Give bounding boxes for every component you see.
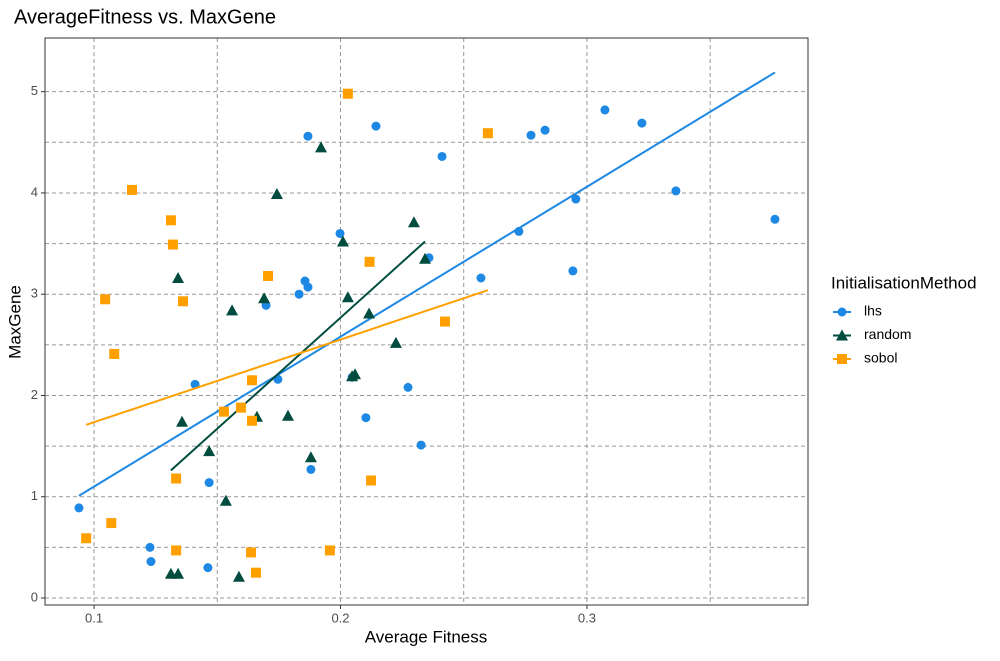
point <box>315 141 328 153</box>
point <box>81 533 92 544</box>
point <box>324 545 335 556</box>
point <box>258 292 271 304</box>
point <box>439 316 450 327</box>
point <box>100 294 111 305</box>
legend-key <box>837 354 847 364</box>
x-tick-label: 0.1 <box>85 610 103 625</box>
point <box>171 545 182 556</box>
point <box>476 273 486 283</box>
y-tick-label: 2 <box>31 387 38 402</box>
point <box>389 336 402 348</box>
point <box>571 194 581 204</box>
fit-line <box>170 240 426 472</box>
point <box>263 270 274 281</box>
point <box>637 118 647 128</box>
point <box>250 567 261 578</box>
point <box>306 464 316 474</box>
point <box>407 216 420 228</box>
point <box>226 304 239 316</box>
point <box>126 184 137 195</box>
point <box>281 409 294 421</box>
y-tick-label: 4 <box>31 184 38 199</box>
point <box>232 570 245 582</box>
point <box>364 256 375 267</box>
point <box>294 289 304 299</box>
point <box>235 402 246 413</box>
point <box>341 291 354 303</box>
point <box>416 440 426 450</box>
point <box>203 445 216 457</box>
point <box>671 186 681 196</box>
point <box>568 266 578 276</box>
legend-title: InitialisationMethod <box>831 273 977 292</box>
y-tick-label: 1 <box>31 488 38 503</box>
point <box>482 128 493 139</box>
point <box>371 121 381 131</box>
point <box>419 252 432 264</box>
point <box>246 547 257 558</box>
y-axis-label: MaxGene <box>5 285 24 359</box>
point <box>145 542 155 552</box>
point <box>437 151 447 161</box>
fit-line <box>85 289 489 426</box>
point <box>342 88 353 99</box>
point <box>526 130 536 140</box>
point <box>106 518 117 529</box>
point <box>74 503 84 513</box>
point <box>363 307 376 319</box>
point <box>172 272 185 284</box>
point <box>600 105 610 115</box>
legend-label: random <box>864 326 911 342</box>
point <box>203 563 213 573</box>
point <box>361 413 371 423</box>
chart-title: AverageFitness vs. MaxGene <box>14 6 276 28</box>
x-tick-label: 0.2 <box>331 610 349 625</box>
point <box>303 282 313 292</box>
point <box>770 214 780 224</box>
x-axis-label: Average Fitness <box>365 627 488 646</box>
point <box>247 375 258 386</box>
point <box>270 187 283 199</box>
legend-key <box>836 329 848 341</box>
y-tick-label: 5 <box>31 83 38 98</box>
point <box>178 296 189 307</box>
fit-line <box>78 71 776 497</box>
legend-label: lhs <box>864 303 882 319</box>
legend-key <box>837 307 847 317</box>
plot-border <box>44 37 809 606</box>
point <box>336 235 349 247</box>
point <box>146 557 156 567</box>
point <box>335 228 345 238</box>
point <box>304 451 317 463</box>
point <box>165 215 176 226</box>
point <box>167 239 178 250</box>
point <box>540 125 550 135</box>
point <box>403 382 413 392</box>
point <box>204 478 214 488</box>
point <box>247 415 258 426</box>
point <box>171 473 182 484</box>
point <box>349 368 362 380</box>
y-tick-label: 3 <box>31 286 38 301</box>
point <box>172 567 185 579</box>
point <box>219 494 232 506</box>
legend-label: sobol <box>864 350 897 366</box>
x-tick-label: 0.3 <box>578 610 596 625</box>
point <box>109 348 120 359</box>
y-tick-label: 0 <box>31 589 38 604</box>
point <box>366 475 377 486</box>
point <box>218 406 229 417</box>
point <box>303 131 313 141</box>
point <box>176 415 189 427</box>
